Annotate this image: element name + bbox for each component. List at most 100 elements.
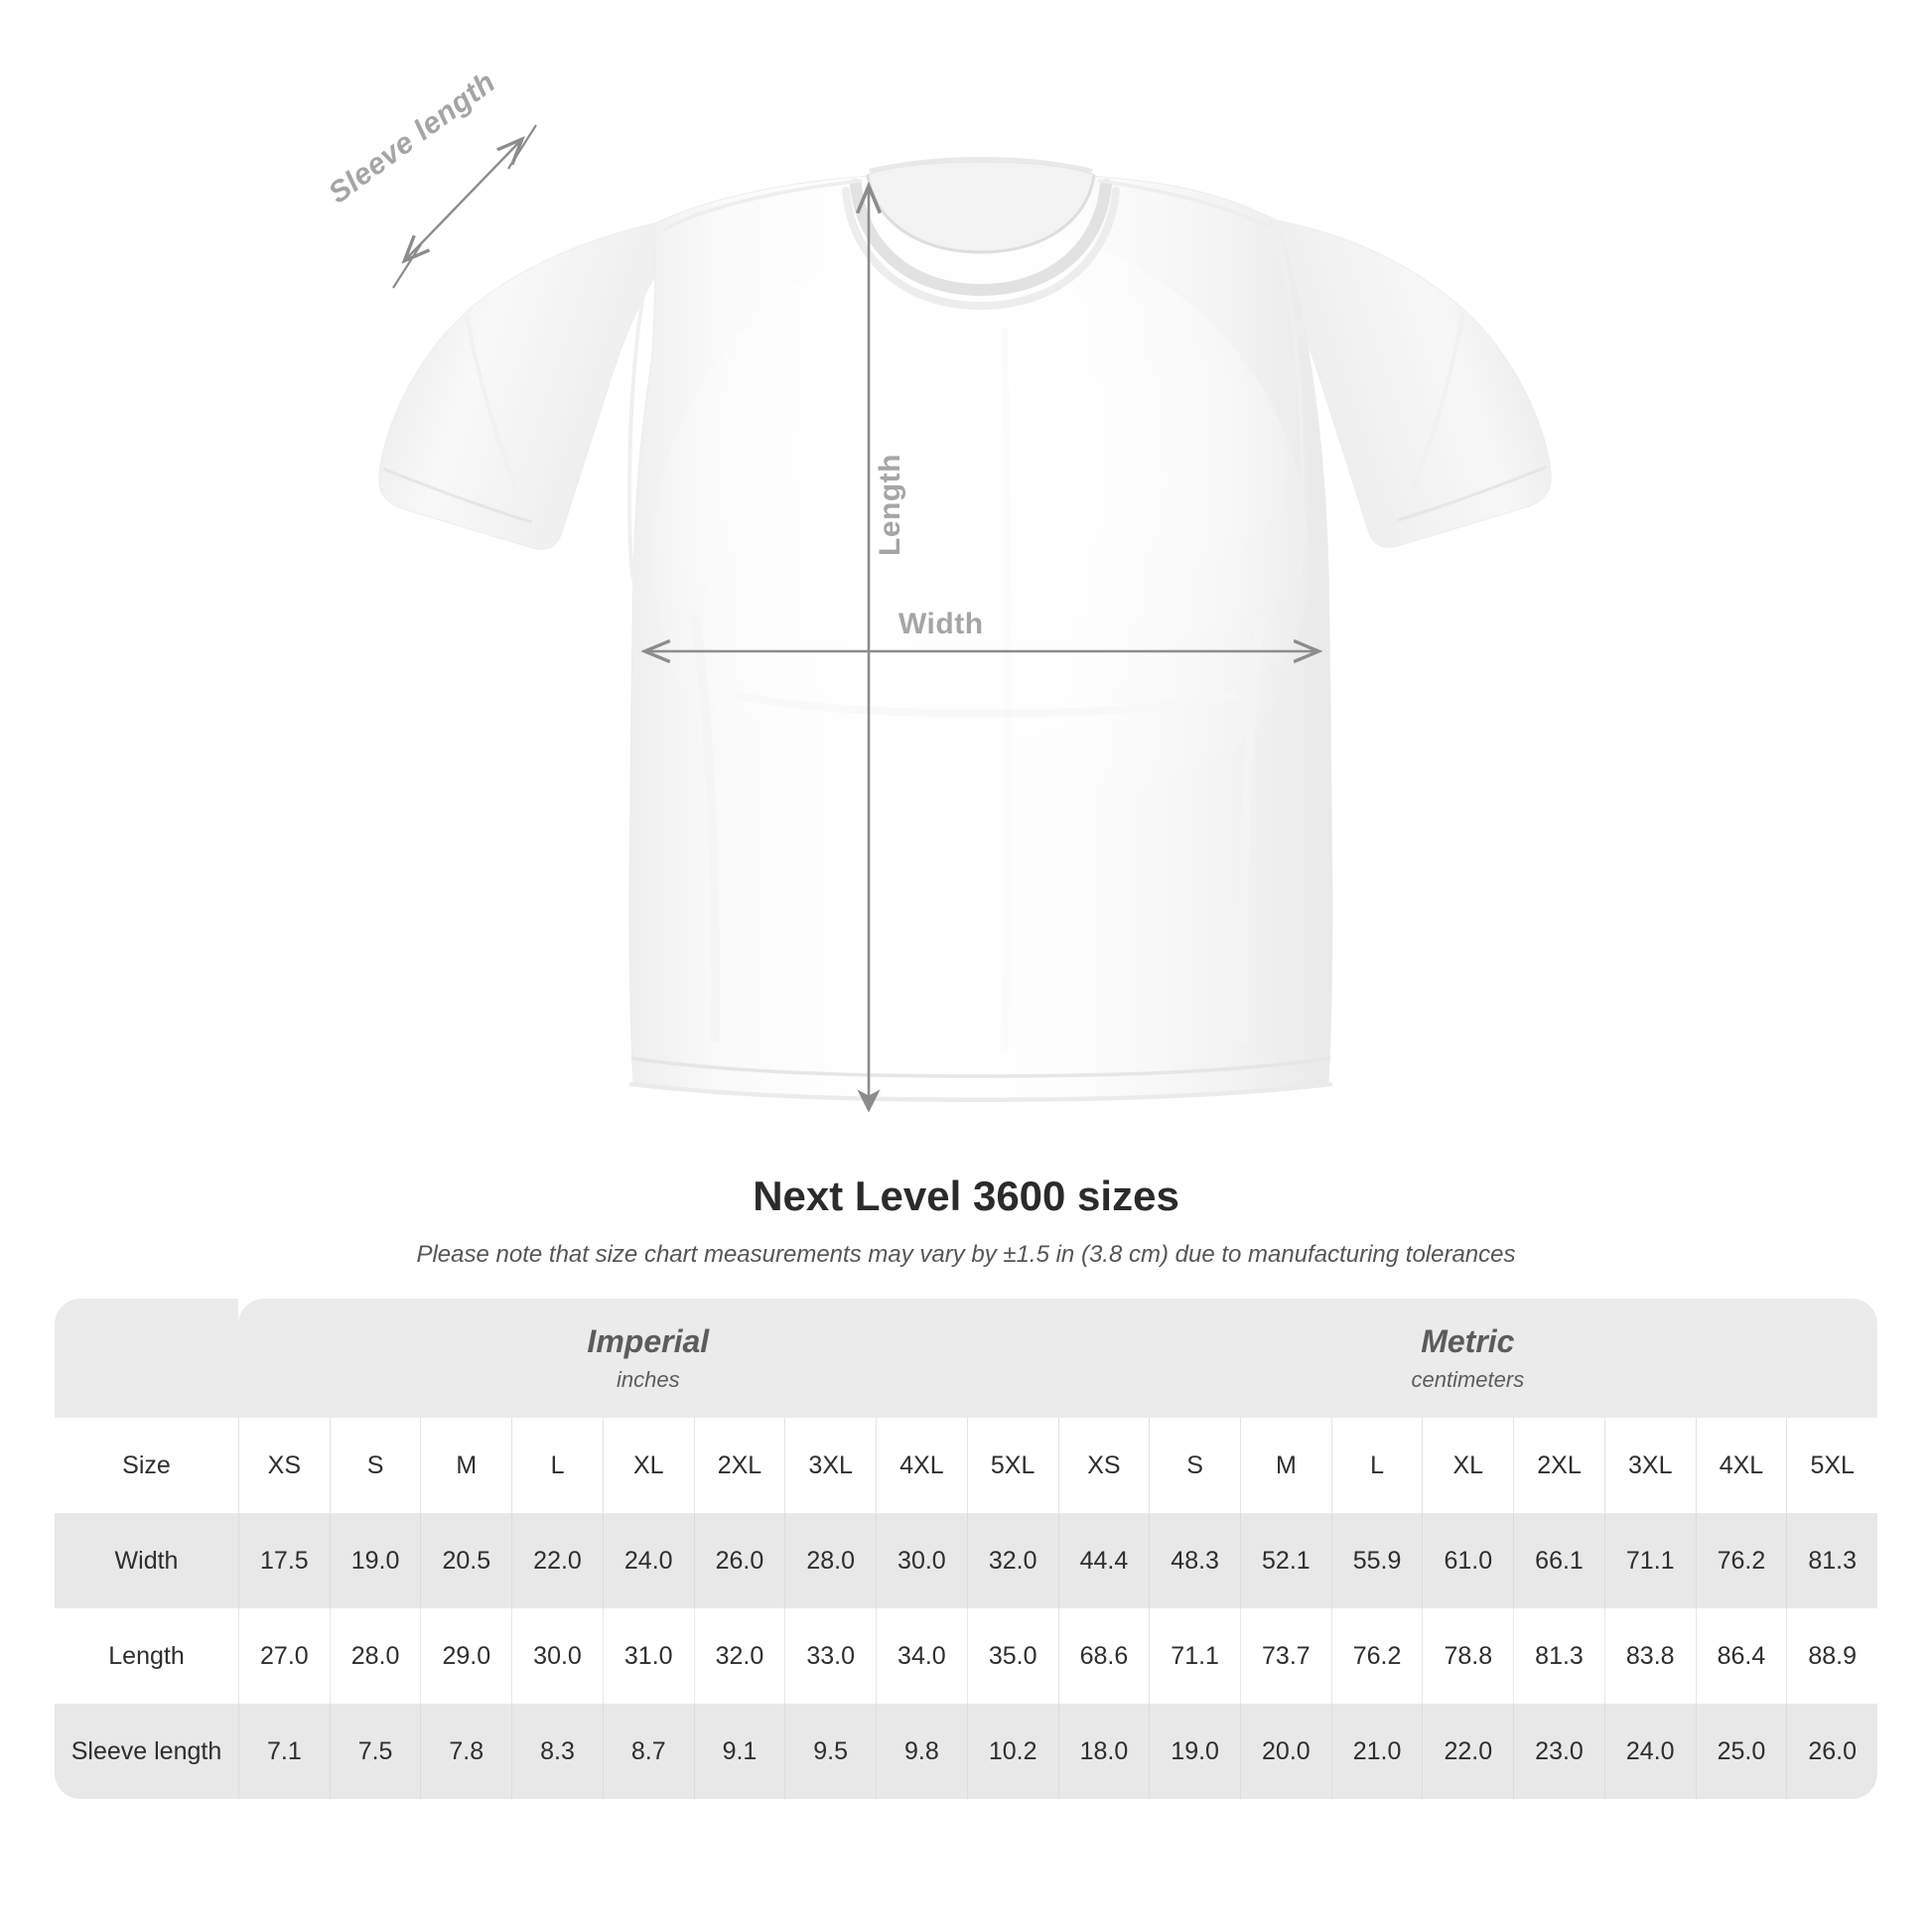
size-header-cell: 4XL (1695, 1418, 1787, 1513)
title-block: Next Level 3600 sizes Please note that s… (0, 1172, 1932, 1271)
unit-sub-imperial: inches (616, 1366, 680, 1392)
measurement-cell: 86.4 (1695, 1608, 1787, 1704)
measurement-cell: 33.0 (784, 1608, 877, 1704)
size-header-cell: 3XL (1603, 1418, 1696, 1513)
fold-left-1 (690, 615, 720, 1043)
measurement-cell: 7.8 (420, 1704, 512, 1799)
size-header-cell: L (511, 1418, 603, 1513)
size-header-cell: M (1240, 1418, 1331, 1513)
row-label: Width (55, 1513, 238, 1608)
unit-header-imperial: Imperial inches (238, 1299, 1058, 1418)
measurement-cell: 76.2 (1330, 1608, 1423, 1704)
measurement-cell: 10.2 (966, 1704, 1058, 1799)
measurement-cell: 35.0 (966, 1608, 1058, 1704)
size-chart-table: Imperial inches Metric centimeters Size … (55, 1299, 1878, 1799)
measurement-cell: 28.0 (329, 1608, 421, 1704)
right-sleeve-hem (1397, 465, 1548, 522)
measurement-cell: 20.0 (1240, 1704, 1331, 1799)
tshirt-illustration: Sleeve length Length Width (323, 66, 1552, 1172)
measurement-cell: 24.0 (1603, 1704, 1696, 1799)
table-row: Sleeve length 7.1 7.5 7.8 8.3 8.7 9.1 9.5 9.8 10.… (55, 1704, 1878, 1799)
size-header-cell: 5XL (1786, 1418, 1878, 1513)
left-sleeve-hem (382, 467, 533, 524)
measurement-cell: 55.9 (1330, 1513, 1423, 1608)
left-shoulder-seam (662, 179, 863, 232)
measurement-cell: 22.0 (1422, 1704, 1514, 1799)
measurement-cell: 88.9 (1786, 1608, 1878, 1704)
bottom-hem-edge (628, 1082, 1333, 1103)
measurement-cell: 48.3 (1149, 1513, 1240, 1608)
row-label: Length (55, 1608, 238, 1704)
collar-top-edge (869, 156, 1093, 173)
measurement-cell: 66.1 (1513, 1513, 1604, 1608)
measurement-cell: 24.0 (602, 1513, 694, 1608)
size-chart-table-container: Imperial inches Metric centimeters Size … (55, 1299, 1878, 1799)
left-sleeve-fold (465, 315, 518, 489)
size-header-cell: 5XL (966, 1418, 1058, 1513)
measurement-cell: 19.0 (329, 1513, 421, 1608)
size-header-label: Size (55, 1418, 238, 1513)
sleeve-tick-lower (392, 243, 422, 289)
size-header-cell: XS (1057, 1418, 1150, 1513)
right-sleeve (1276, 219, 1552, 548)
measurement-cell: 52.1 (1240, 1513, 1331, 1608)
table-head: Imperial inches Metric centimeters Size … (55, 1299, 1878, 1513)
measurement-cell: 31.0 (602, 1608, 694, 1704)
measurement-cell: 20.5 (420, 1513, 512, 1608)
measurement-cell: 9.1 (693, 1704, 785, 1799)
measurement-cell: 30.0 (876, 1513, 967, 1608)
measurement-cell: 32.0 (693, 1608, 785, 1704)
measurement-cell: 61.0 (1422, 1513, 1514, 1608)
unit-header-spacer (55, 1299, 238, 1418)
measurement-cell: 8.7 (602, 1704, 694, 1799)
size-header-cell: 2XL (693, 1418, 785, 1513)
unit-header-metric: Metric centimeters (1057, 1299, 1878, 1418)
table-row: Length 27.0 28.0 29.0 30.0 31.0 32.0 33.0 34.0 35… (55, 1608, 1878, 1704)
table-row: Width 17.5 19.0 20.5 22.0 24.0 26.0 28.0 30.0 32.… (55, 1513, 1878, 1608)
table-body: Width 17.5 19.0 20.5 22.0 24.0 26.0 28.0 30.0 32.… (55, 1513, 1878, 1799)
size-header-cell: 4XL (876, 1418, 967, 1513)
measurement-cell: 81.3 (1513, 1608, 1604, 1704)
measurement-cell: 18.0 (1057, 1704, 1150, 1799)
unit-header-row: Imperial inches Metric centimeters (55, 1299, 1878, 1418)
measurement-cell: 30.0 (511, 1608, 603, 1704)
unit-name-imperial: Imperial (587, 1323, 710, 1360)
measurement-cell: 28.0 (784, 1513, 877, 1608)
measurement-cell: 7.5 (329, 1704, 421, 1799)
chest-highlight (653, 228, 1309, 884)
measurement-cell: 17.5 (238, 1513, 330, 1608)
measurement-cell: 68.6 (1057, 1608, 1150, 1704)
measurement-cell: 44.4 (1057, 1513, 1150, 1608)
size-header-cell: S (1149, 1418, 1240, 1513)
measurement-cell: 71.1 (1149, 1608, 1240, 1704)
size-header-row: Size XS S M L XL 2XL 3XL 4XL 5XL XS S M L XL 2XL 3XL 4XL… (55, 1418, 1878, 1513)
unit-sub-metric: centimeters (1411, 1366, 1525, 1392)
measurement-cell: 34.0 (876, 1608, 967, 1704)
size-header-cell: XL (602, 1418, 694, 1513)
right-sleeve-fold (1412, 311, 1465, 487)
row-label: Sleeve length (55, 1704, 238, 1799)
measurement-cell: 78.8 (1422, 1608, 1514, 1704)
measurement-cell: 27.0 (238, 1608, 330, 1704)
left-sleeve (378, 222, 656, 550)
size-header-cell: L (1330, 1418, 1423, 1513)
width-label: Width (898, 608, 984, 640)
sleeve-length-arrow (406, 140, 521, 259)
measurement-cell: 8.3 (511, 1704, 603, 1799)
tolerance-note: Please note that size chart measurements… (416, 1241, 1516, 1269)
measurement-cell: 76.2 (1695, 1513, 1787, 1608)
size-header-cell: XS (238, 1418, 330, 1513)
measurement-cell: 32.0 (966, 1513, 1058, 1608)
measurement-cell: 73.7 (1240, 1608, 1331, 1704)
tshirt-graphic (378, 124, 1552, 1172)
size-header-cell: S (329, 1418, 421, 1513)
left-armhole-seam (626, 229, 659, 581)
fold-chest (734, 691, 1238, 718)
measurement-cell: 9.8 (876, 1704, 967, 1799)
measurement-cell: 25.0 (1695, 1704, 1787, 1799)
length-label: Length (874, 454, 906, 556)
measurement-cell: 83.8 (1603, 1608, 1696, 1704)
measurement-cell: 22.0 (511, 1513, 603, 1608)
bottom-hem-line (630, 1056, 1331, 1078)
measurement-cell: 9.5 (784, 1704, 877, 1799)
